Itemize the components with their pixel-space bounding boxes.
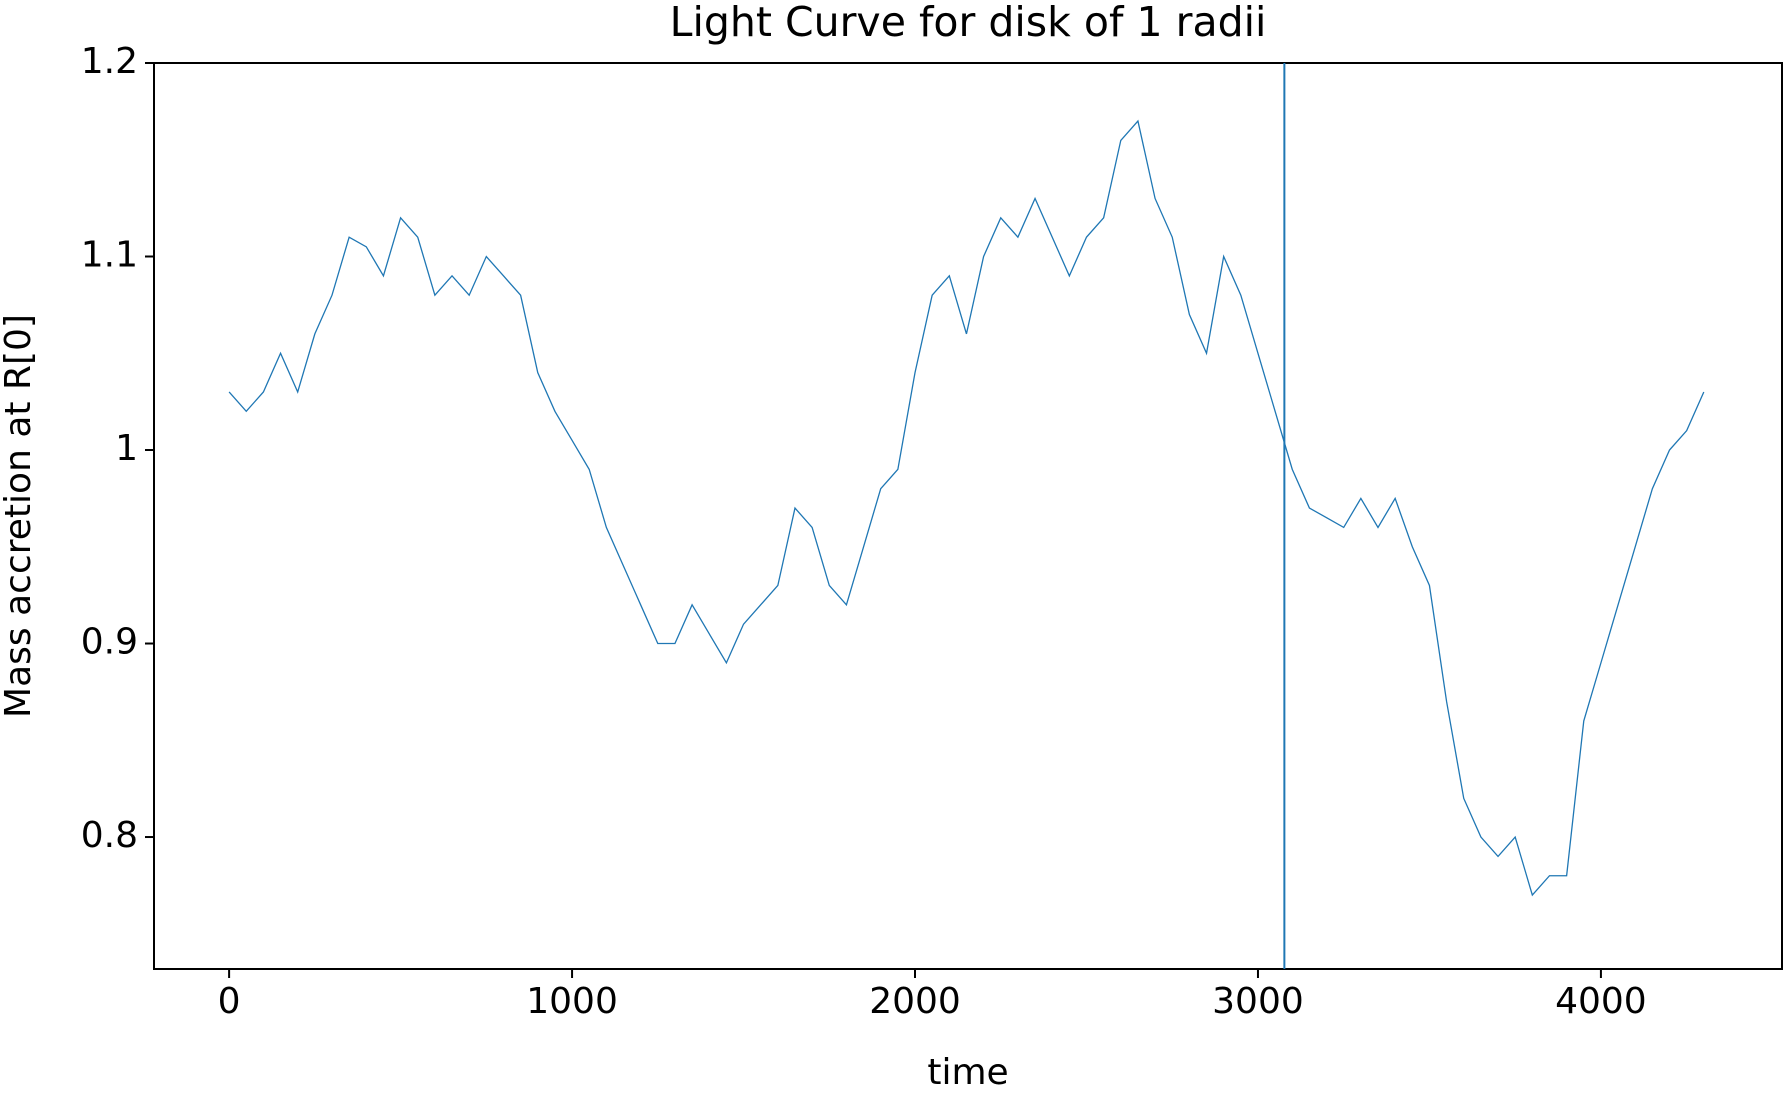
y-tick-label: 1.2 [81, 41, 138, 82]
plot-frame [153, 62, 1783, 970]
x-tick-label: 0 [218, 981, 241, 1022]
x-tick-label: 3000 [1212, 981, 1304, 1022]
x-axis-label: time [927, 1052, 1008, 1093]
chart-title: Light Curve for disk of 1 radii [670, 0, 1267, 46]
y-tick-label: 0.9 [81, 622, 138, 663]
x-tick-label: 4000 [1555, 981, 1647, 1022]
y-tick-label: 1.1 [81, 235, 138, 276]
y-tick-label: 0.8 [81, 815, 138, 856]
x-tick-label: 1000 [526, 981, 618, 1022]
x-tick-label: 2000 [869, 981, 961, 1022]
y-axis-label: Mass accretion at R[0] [0, 314, 39, 718]
series-line [228, 119, 1705, 897]
y-tick-label: 1 [115, 428, 138, 469]
